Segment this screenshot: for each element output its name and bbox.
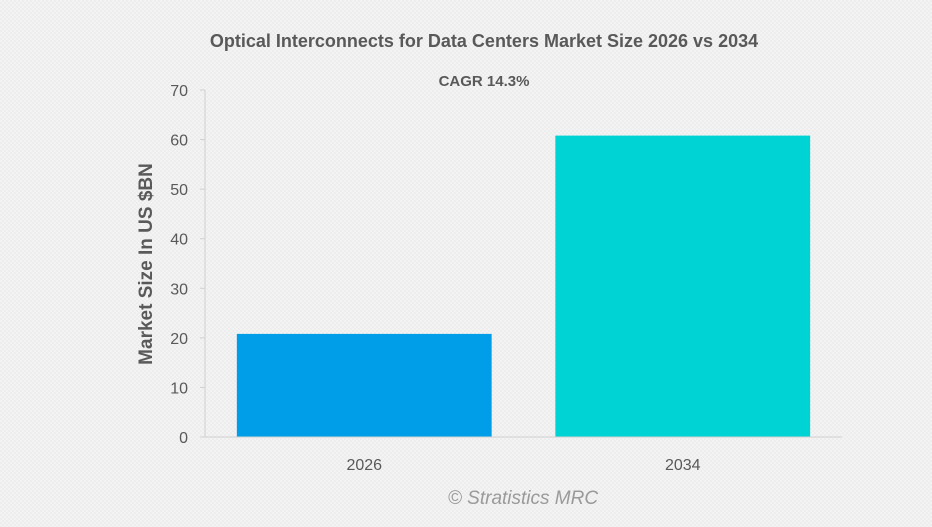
y-tick-label: 20 bbox=[170, 331, 188, 348]
x-tick-label-2034: 2034 bbox=[665, 457, 701, 474]
source-credit: © Stratistics MRC bbox=[448, 488, 598, 509]
y-tick-label: 60 bbox=[170, 133, 188, 150]
x-axis: 2026 2034 bbox=[346, 457, 700, 474]
y-axis-label: Market Size In US $BN bbox=[136, 163, 157, 365]
chart-title: Optical Interconnects for Data Centers M… bbox=[210, 31, 758, 51]
x-tick-label-2026: 2026 bbox=[346, 457, 382, 474]
y-tick-label: 70 bbox=[170, 83, 188, 100]
y-axis: 0 10 20 30 40 50 60 70 bbox=[170, 83, 205, 447]
y-tick-label: 50 bbox=[170, 182, 188, 199]
chart-subtitle: CAGR 14.3% bbox=[439, 73, 530, 90]
y-tick-label: 40 bbox=[170, 232, 188, 249]
bar-2034 bbox=[555, 135, 811, 437]
y-tick-label: 0 bbox=[179, 430, 188, 447]
bars bbox=[236, 135, 811, 437]
bar-2026 bbox=[236, 333, 492, 437]
y-tick-label: 30 bbox=[170, 281, 188, 298]
y-tick-label: 10 bbox=[170, 380, 188, 397]
